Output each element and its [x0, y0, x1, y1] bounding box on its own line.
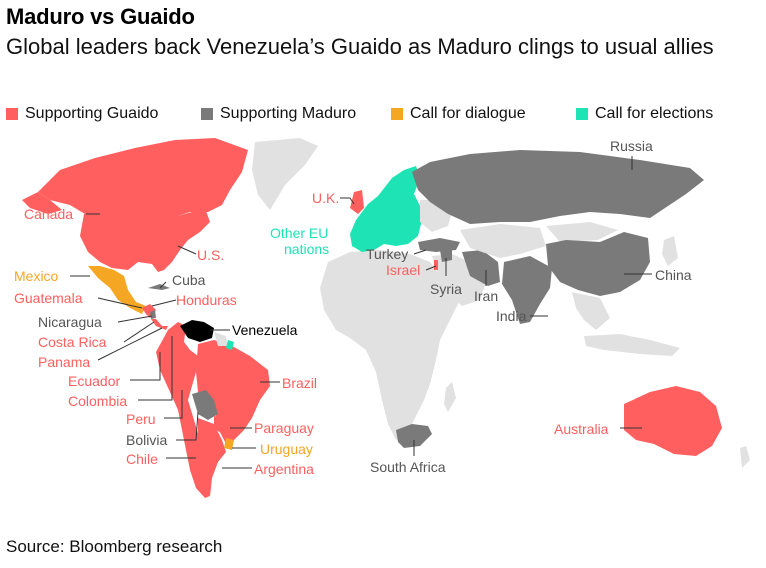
- iran-shape: [462, 250, 500, 286]
- label-venezuela: Venezuela: [232, 322, 298, 338]
- legend-item-maduro: Supporting Maduro: [201, 105, 356, 123]
- legend-item-dialogue: Call for dialogue: [391, 105, 526, 123]
- uk-shape: [350, 190, 364, 214]
- costa-rica-panama-shape: [151, 319, 168, 330]
- source-note: Source: Bloomberg research: [6, 537, 223, 556]
- southeast-asia-shape: [572, 292, 610, 330]
- canada-shape: [38, 138, 248, 216]
- leader-ecuador: [130, 352, 161, 381]
- label-syria: Syria: [430, 281, 462, 297]
- label-brazil: Brazil: [282, 375, 317, 391]
- label-mexico: Mexico: [14, 268, 59, 284]
- legend-label-maduro: Supporting Maduro: [220, 105, 357, 122]
- indonesia-shape: [584, 334, 680, 356]
- cuba-shape: [148, 284, 170, 290]
- leader-panama: [97, 327, 163, 361]
- label-colombia: Colombia: [68, 393, 127, 409]
- label-uruguay: Uruguay: [260, 441, 313, 457]
- greenland-shape: [252, 138, 318, 210]
- label-china: China: [655, 267, 692, 283]
- legend-label-guaido: Supporting Guaido: [25, 105, 159, 122]
- syria-shape: [440, 250, 452, 262]
- south-africa-shape: [396, 424, 432, 448]
- nicaragua-shape: [150, 310, 156, 319]
- legend-swatch-dialogue: [391, 108, 403, 120]
- japan-shape: [662, 236, 678, 266]
- label-russia: Russia: [610, 138, 653, 154]
- leader-us: [177, 245, 197, 255]
- label-chile: Chile: [126, 451, 158, 467]
- label-honduras: Honduras: [176, 292, 237, 308]
- brazil-shape: [196, 340, 270, 444]
- new-zealand-shape: [740, 446, 750, 468]
- leader-cuba: [159, 281, 167, 289]
- legend-label-dialogue: Call for dialogue: [410, 105, 526, 122]
- french-guiana-shape: [226, 340, 234, 350]
- label-other-eu-line1: Other EU: [270, 225, 328, 241]
- australia-shape: [624, 386, 722, 456]
- leader-bolivia: [176, 411, 199, 441]
- turkey-shape: [418, 238, 460, 252]
- label-india: India: [496, 308, 527, 324]
- leader-lines: [70, 156, 652, 469]
- africa-shape: [320, 250, 460, 440]
- leader-israel: [425, 265, 437, 271]
- mexico-shape: [88, 266, 146, 314]
- label-australia: Australia: [554, 421, 609, 437]
- argentina-shape: [198, 418, 226, 496]
- label-peru: Peru: [126, 411, 156, 427]
- russia-shape: [412, 150, 704, 224]
- central-asia-shape: [460, 224, 546, 258]
- legend-swatch-guaido: [6, 108, 18, 120]
- label-israel: Israel: [386, 262, 420, 278]
- guyana-shape: [214, 332, 228, 346]
- country-labels: Canada U.S. Mexico Cuba Guatemala Hondur…: [14, 138, 692, 477]
- china-shape: [546, 232, 650, 296]
- venezuela-shape: [180, 320, 214, 342]
- leader-peru: [164, 390, 183, 419]
- chart-title: Maduro vs Guaido: [6, 4, 195, 29]
- label-ecuador: Ecuador: [68, 373, 120, 389]
- israel-shape: [434, 260, 438, 270]
- legend-swatch-elections: [576, 108, 588, 120]
- label-nicaragua: Nicaragua: [38, 314, 102, 330]
- leader-nicaragua: [117, 315, 153, 323]
- india-shape: [502, 256, 552, 324]
- legend-item-guaido: Supporting Guaido: [6, 105, 158, 123]
- label-bolivia: Bolivia: [126, 432, 167, 448]
- chart-subtitle: Global leaders back Venezuela’s Guaido a…: [6, 34, 714, 59]
- legend-item-elections: Call for elections: [576, 105, 713, 123]
- label-panama: Panama: [38, 354, 90, 370]
- paraguay-shape: [214, 416, 230, 434]
- legend-label-elections: Call for elections: [595, 105, 714, 122]
- legend-swatch-maduro: [201, 108, 213, 120]
- mongolia-shape: [546, 222, 618, 242]
- leader-turkey: [413, 249, 427, 255]
- usa-shape: [80, 208, 210, 272]
- label-other-eu-line2: nations: [284, 241, 329, 257]
- legend: Supporting Guaido Supporting Maduro Call…: [6, 105, 756, 127]
- madagascar-shape: [444, 382, 456, 412]
- bolivia-shape: [192, 390, 218, 420]
- leader-honduras: [151, 299, 177, 307]
- leader-guatemala: [97, 297, 143, 309]
- world-map: Canada U.S. Mexico Cuba Guatemala Hondur…: [14, 138, 750, 498]
- leader-colombia: [138, 336, 173, 401]
- label-us: U.S.: [197, 247, 224, 263]
- eu-shape: [350, 166, 422, 252]
- label-argentina: Argentina: [254, 461, 314, 477]
- label-costa-rica: Costa Rica: [38, 334, 107, 350]
- label-paraguay: Paraguay: [254, 420, 314, 436]
- label-cuba: Cuba: [172, 272, 206, 288]
- label-canada: Canada: [24, 206, 73, 222]
- label-south-africa: South Africa: [370, 459, 446, 475]
- label-turkey: Turkey: [366, 246, 408, 262]
- leader-uk: [340, 197, 355, 205]
- label-uk: U.K.: [312, 190, 339, 206]
- leader-costa-rica: [123, 321, 155, 343]
- label-iran: Iran: [474, 288, 498, 304]
- label-guatemala: Guatemala: [14, 290, 83, 306]
- alaska-shape: [22, 192, 62, 214]
- uruguay-shape: [224, 438, 234, 450]
